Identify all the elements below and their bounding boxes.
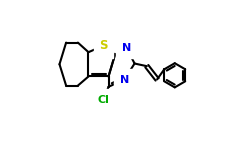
Text: S: S — [100, 39, 108, 52]
Text: N: N — [120, 75, 129, 85]
Text: Cl: Cl — [98, 95, 110, 105]
Text: N: N — [122, 43, 131, 53]
